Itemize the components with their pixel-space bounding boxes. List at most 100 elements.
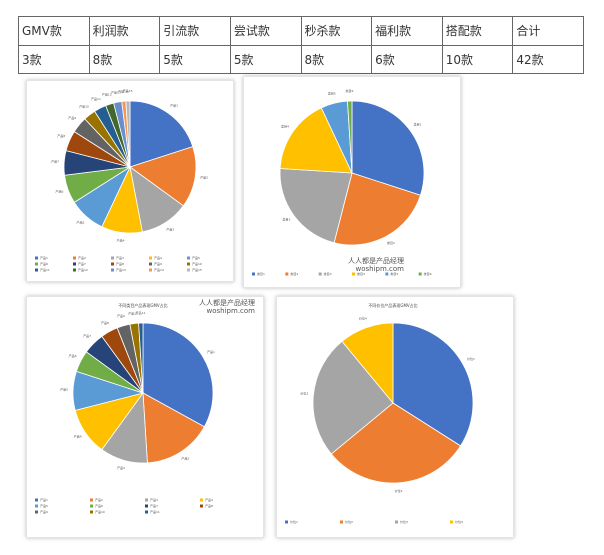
slice-label: 产品6 — [69, 353, 77, 358]
summary-value-cell: 6款 — [372, 45, 443, 74]
legend-swatch — [187, 269, 190, 272]
legend-label: 产品13 — [116, 267, 126, 272]
chart-panel-1: 产品1 产品2 产品3 产品4 产品5 产品6 产品7 产品8 产品9 产品10 产品11 产品12 产… — [26, 80, 234, 282]
slice-label: 产品15 — [123, 88, 133, 93]
legend-label: 产品3 — [116, 255, 124, 260]
legend-label: 产品6 — [40, 261, 48, 266]
slice-label: 产品3 — [166, 226, 174, 231]
slice-label: 类目2 — [387, 240, 395, 245]
slice-label: 产品4 — [117, 237, 125, 242]
summary-header-cell: 秒杀款 — [301, 17, 372, 46]
slice-label: 产品2 — [181, 456, 189, 461]
watermark-line1: 人人都是产品经理 — [199, 298, 255, 307]
legend-swatch — [145, 505, 148, 508]
legend-swatch — [285, 521, 288, 524]
legend-swatch — [111, 257, 114, 260]
watermark-line2: woshipm.com — [207, 307, 256, 315]
slice-label: 产品5 — [60, 387, 68, 392]
summary-header-row: GMV款 利润款 引流款 尝试款 秒杀款 福利款 搭配款 合计 — [19, 17, 584, 46]
summary-header-cell: GMV款 — [19, 17, 90, 46]
summary-value-cell: 3款 — [19, 45, 90, 74]
legend-label: 产品6 — [95, 503, 103, 508]
legend-label: 类目2 — [290, 271, 298, 276]
legend-swatch — [395, 521, 398, 524]
legend-label: 产品2 — [78, 255, 86, 260]
legend-label: 产品4 — [205, 497, 213, 502]
slice-label: 产品1 — [207, 349, 215, 354]
chart-title: 不同价位产品表现GMV占比 — [368, 302, 417, 308]
slice-label: 类目6 — [345, 88, 353, 93]
summary-value-cell: 8款 — [89, 45, 160, 74]
legend-label: 产品1 — [40, 255, 48, 260]
legend-swatch — [285, 273, 288, 276]
summary-value-cell: 10款 — [442, 45, 513, 74]
legend-swatch — [149, 257, 152, 260]
legend-swatch — [73, 269, 76, 272]
slice-label: 产品7 — [51, 158, 59, 163]
summary-header-cell: 尝试款 — [230, 17, 301, 46]
legend-swatch — [111, 263, 114, 266]
legend-label: 价位2 — [345, 519, 353, 524]
legend-swatch — [35, 505, 38, 508]
legend-swatch — [419, 273, 422, 276]
slice-label: 类目5 — [328, 91, 336, 96]
watermark-line1: 人人都是产品经理 — [348, 256, 404, 265]
legend-label: 价位1 — [290, 519, 298, 524]
legend-swatch — [450, 521, 453, 524]
slice-label: 产品10 — [79, 104, 89, 109]
pie-chart-1: 产品1产品2产品3产品4产品5产品6产品7产品8产品9产品10产品11产品12产… — [27, 81, 233, 281]
slice-label: 产品7 — [83, 333, 91, 338]
legend-label: 产品3 — [150, 497, 158, 502]
legend-swatch — [149, 263, 152, 266]
legend-swatch — [145, 511, 148, 514]
legend-swatch — [145, 499, 148, 502]
legend-label: 产品10 — [95, 509, 105, 514]
legend-label: 产品12 — [78, 267, 88, 272]
legend-swatch — [90, 511, 93, 514]
legend-swatch — [35, 511, 38, 514]
legend-swatch — [111, 269, 114, 272]
legend-label: 价位3 — [400, 519, 408, 524]
summary-table: GMV款 利润款 引流款 尝试款 秒杀款 福利款 搭配款 合计 3款 8款 5款… — [18, 16, 584, 74]
slice-label: 产品9 — [68, 115, 76, 120]
legend-label: 产品2 — [95, 497, 103, 502]
slice-label: 产品3 — [117, 465, 125, 470]
legend-swatch — [35, 269, 38, 272]
summary-value-cell: 8款 — [301, 45, 372, 74]
legend-swatch — [149, 269, 152, 272]
legend-swatch — [200, 499, 203, 502]
slice-label: 产品4 — [74, 433, 82, 438]
legend-swatch — [35, 499, 38, 502]
summary-value-row: 3款 8款 5款 5款 8款 6款 10款 42款 — [19, 45, 584, 74]
legend-label: 产品8 — [205, 503, 213, 508]
summary-value-cell: 5款 — [230, 45, 301, 74]
legend-label: 产品7 — [78, 261, 86, 266]
chart-panel-3: 不同类目产品表现GMV占比 产品1 产品2 产品3 产品4 产品5 产品6 产品7 产品8 产品9… — [26, 296, 264, 538]
slice-label: 价位2 — [395, 488, 403, 493]
slice-label: 产品5 — [76, 219, 84, 224]
watermark-line2: woshipm.com — [356, 265, 405, 273]
legend-label: 产品8 — [116, 261, 124, 266]
legend-label: 产品14 — [154, 267, 164, 272]
legend-label: 产品11 — [40, 267, 50, 272]
slice-label: 产品11 — [136, 310, 146, 315]
slice-label: 产品8 — [101, 320, 109, 325]
slice-label: 价位1 — [467, 356, 475, 361]
legend-label: 产品10 — [192, 261, 202, 266]
legend-label: 产品4 — [154, 255, 162, 260]
legend-swatch — [187, 263, 190, 266]
slice-label: 产品8 — [57, 133, 65, 138]
legend-label: 类目1 — [257, 271, 265, 276]
legend-swatch — [90, 499, 93, 502]
legend-label: 产品15 — [192, 267, 202, 272]
slice-label: 产品2 — [200, 175, 208, 180]
summary-header-cell: 福利款 — [372, 17, 443, 46]
summary-header-cell: 搭配款 — [442, 17, 513, 46]
legend-label: 产品9 — [154, 261, 162, 266]
legend-label: 产品7 — [150, 503, 158, 508]
legend-swatch — [90, 505, 93, 508]
legend-label: 价位4 — [455, 519, 463, 524]
legend-label: 产品1 — [40, 497, 48, 502]
